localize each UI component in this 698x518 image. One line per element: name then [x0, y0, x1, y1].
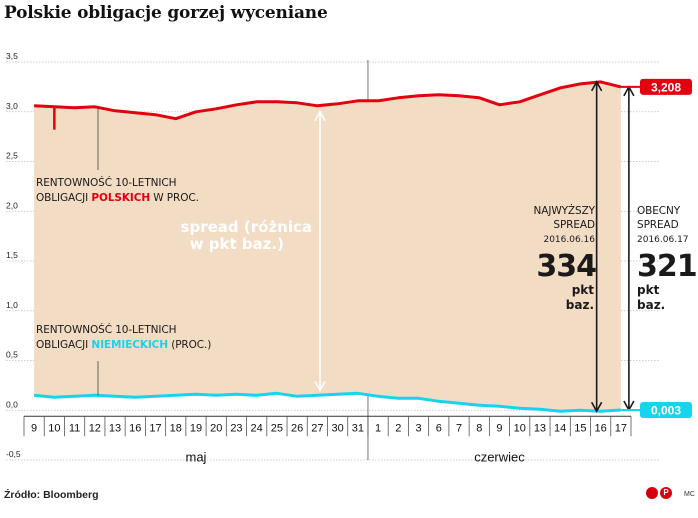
source-note: Źródło: Bloomberg	[4, 489, 99, 501]
spread-area	[34, 81, 621, 412]
source-label: Źródło:	[4, 489, 41, 501]
x-tick-label: 19	[190, 422, 202, 434]
x-axis: 9 10 11 12 13 16 17 18 19 20 23 24 25 26 27 30 31 1 2 3 6 7 8 9…	[23, 415, 632, 464]
max-spread-line2: SPREAD	[553, 219, 595, 231]
annotations: RENTOWNOŚĆ 10-LETNICH OBLIGACJI POLSKICH …	[36, 80, 698, 413]
x-tick-label: 13	[109, 422, 121, 434]
x-tick-label: 12	[89, 422, 101, 434]
y-tick-label: 1,5	[6, 250, 18, 260]
month-label: maj	[186, 449, 207, 464]
x-tick-label: 7	[456, 422, 462, 434]
y-tick-label: -0,5	[6, 449, 21, 459]
end-labels: 3,208 0,003	[620, 78, 692, 418]
x-tick-label: 30	[331, 422, 343, 434]
month-label: czerwiec	[474, 449, 525, 464]
current-spread-line1: OBECNY	[637, 205, 681, 217]
x-tick-label: 15	[574, 422, 586, 434]
x-tick-label: 27	[311, 422, 323, 434]
pl-end-label: 3,208	[651, 80, 681, 94]
author-initials: MC	[684, 491, 695, 498]
publisher-logo: P	[646, 487, 674, 501]
x-tick-label: 31	[352, 422, 364, 434]
pl-end-label-bg	[640, 78, 692, 95]
current-spread-unit2: baz.	[637, 298, 665, 312]
max-spread-unit2: baz.	[566, 298, 594, 312]
max-spread-arrow-head-bottom	[590, 401, 603, 413]
spread-label-line1: spread (różnica	[181, 218, 312, 236]
x-tick-label: 11	[69, 422, 80, 434]
x-tick-label: 9	[496, 422, 502, 434]
current-spread-value: 321	[637, 249, 697, 284]
de-label-line2: OBLIGACJI NIEMIECKICH (PROC.)	[36, 339, 211, 351]
spread-fill	[34, 81, 621, 412]
series-line-de	[33, 391, 621, 413]
x-tick-label: 1	[375, 422, 381, 434]
x-tick-label: 14	[554, 422, 566, 434]
current-spread-unit1: pkt	[637, 283, 660, 297]
max-spread-value: 334	[536, 249, 596, 284]
x-tick-label: 2	[395, 422, 401, 434]
y-tick-label: 2,0	[6, 200, 18, 210]
x-tick-label: 3	[415, 422, 421, 434]
x-tick-label: 16	[129, 422, 141, 434]
x-tick-label: 20	[210, 422, 222, 434]
y-tick-label: 1,0	[6, 300, 18, 310]
series-line-pl	[34, 80, 622, 121]
current-spread-line2: SPREAD	[637, 219, 679, 231]
series-lines	[33, 80, 622, 413]
x-tick-label: 16	[595, 422, 607, 434]
x-tick-label: 13	[534, 422, 546, 434]
logo-dot-2: P	[660, 487, 672, 499]
y-tick-label: 0,0	[6, 399, 18, 409]
x-tick-label: 10	[514, 422, 526, 434]
x-tick-label: 17	[149, 422, 161, 434]
x-tick-label: 17	[615, 422, 627, 434]
current-spread-date: 2016.06.17	[637, 235, 689, 245]
y-tick-label: 2,5	[6, 151, 18, 161]
de-label-line1: RENTOWNOŚĆ 10-LETNICH	[36, 323, 176, 336]
de-end-label: 0,003	[651, 403, 681, 417]
spread-arrowhead-top	[314, 110, 326, 122]
spread-label-line2: w pkt baz.)	[190, 235, 284, 253]
pl-label-line1: RENTOWNOŚĆ 10-LETNICH	[36, 176, 176, 189]
pl-label-line2: OBLIGACJI POLSKICH W PROC.	[36, 192, 199, 204]
x-tick-label: 24	[251, 422, 263, 434]
max-spread-line1: NAJWYŻSZY	[534, 204, 596, 217]
chart-title: Polskie obligacje gorzej wyceniane	[4, 3, 328, 23]
max-spread-arrow-head-top	[590, 80, 603, 92]
source-value: Bloomberg	[43, 489, 99, 501]
de-end-label-bg	[640, 401, 692, 418]
y-tick-label: 0,5	[6, 350, 18, 360]
x-tick-label: 8	[476, 422, 482, 434]
y-tick-label: 3,5	[6, 51, 18, 61]
x-tick-label: 6	[436, 422, 442, 434]
x-tick-label: 26	[291, 422, 303, 434]
x-tick-label: 9	[31, 422, 37, 434]
spread-arrowhead-bottom	[314, 380, 326, 392]
x-tick-label: 25	[271, 422, 283, 434]
max-spread-date: 2016.06.16	[543, 235, 595, 245]
x-tick-label: 10	[48, 422, 60, 434]
x-tick-label: 23	[230, 422, 242, 434]
max-spread-unit1: pkt	[572, 283, 595, 297]
x-tick-label: 18	[170, 422, 182, 434]
y-tick-label: 3,0	[6, 101, 18, 111]
logo-dot-1	[646, 487, 658, 499]
y-axis: 3,5 3,0 2,5 2,0 1,5 1,0 0,5 0,0 -0,5	[6, 51, 21, 459]
